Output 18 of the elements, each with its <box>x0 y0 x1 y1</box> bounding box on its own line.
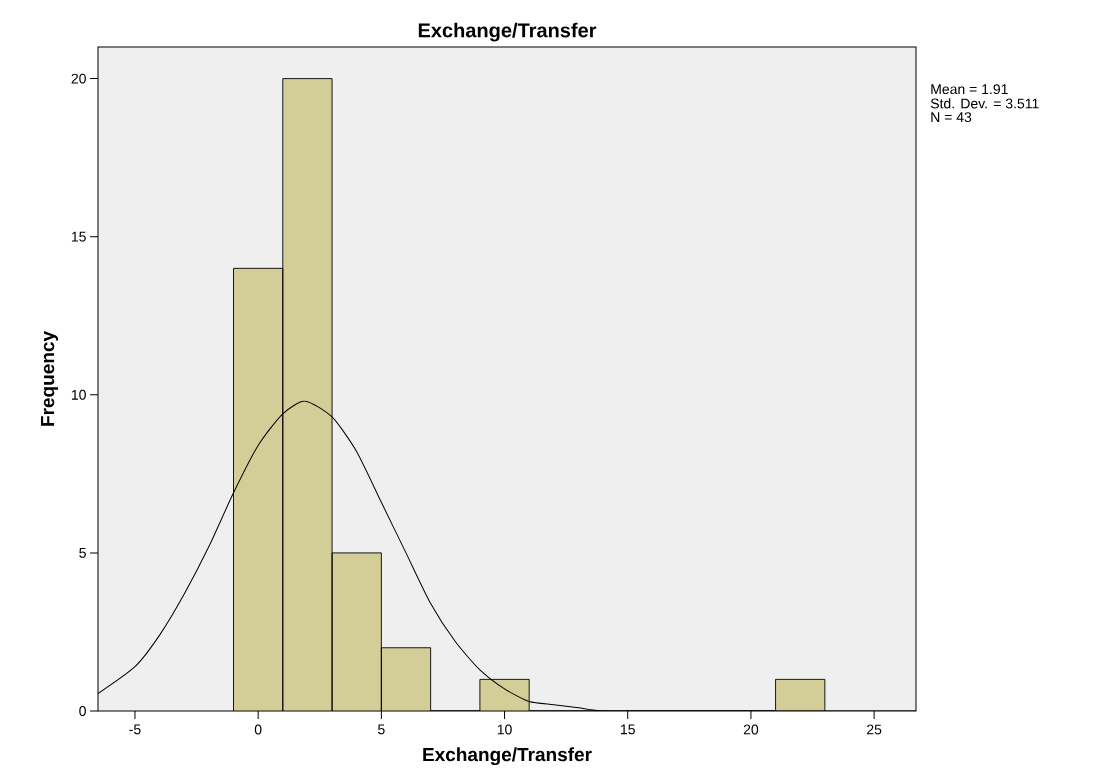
x-tick-label: 20 <box>743 724 759 735</box>
y-axis-title: Frequency <box>41 331 59 426</box>
x-tick-label: 0 <box>254 724 262 735</box>
y-tick-label: 0 <box>79 706 86 716</box>
x-tick-label: -5 <box>129 724 141 735</box>
x-tick-label: 15 <box>621 724 635 735</box>
chart-title: Exchange/Transfer <box>418 22 597 42</box>
x-tick-label: 10 <box>497 724 512 735</box>
x-axis-title: Exchange/Transfer <box>423 747 592 766</box>
x-tick-label: 25 <box>867 724 882 735</box>
text: N = 43 <box>931 112 972 123</box>
text: Std. Dev. = 3.511 <box>930 98 1039 109</box>
text: Mean = 1.91 <box>931 84 1008 95</box>
y-tick-label: 10 <box>71 389 86 400</box>
y-tick-label: 20 <box>71 73 86 84</box>
y-tick-label: 15 <box>71 231 86 242</box>
x-tick-label: 5 <box>378 724 385 735</box>
y-tick-label: 5 <box>79 548 86 558</box>
